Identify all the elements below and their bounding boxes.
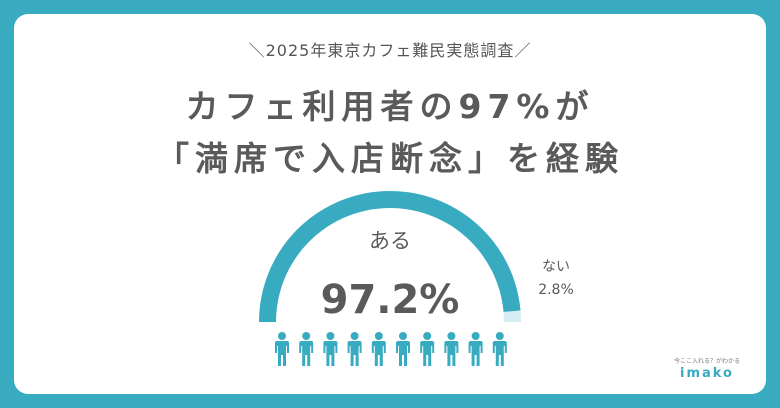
category-label-nai: ない (542, 259, 570, 275)
gauge-segment-ari (259, 190, 521, 322)
logo-tagline: 今ここ入れる？がわかる (673, 358, 740, 365)
category-label-ari: ある (369, 229, 411, 253)
value-label-nai: 2.8% (538, 282, 574, 298)
person-icon (299, 332, 314, 366)
person-icon (275, 332, 289, 366)
person-icon-row (275, 332, 507, 366)
gauge-segment-nai (503, 310, 521, 322)
survey-subtitle: ＼2025年東京カフェ難民実態調査／ (248, 41, 532, 60)
person-icon (371, 332, 386, 366)
person-icon (420, 332, 435, 366)
headline-line-2: 「満席で入店断念」を経験 (156, 139, 624, 178)
headline-line-1: カフェ利用者の97%が (185, 87, 595, 126)
person-icon (492, 332, 507, 366)
person-icon (468, 332, 483, 366)
person-icon (396, 332, 410, 366)
person-icon (323, 332, 338, 366)
imako-logo: imako (679, 366, 734, 381)
person-icon (347, 332, 362, 366)
person-icon (444, 332, 459, 366)
value-label-ari: 97.2% (321, 277, 460, 323)
